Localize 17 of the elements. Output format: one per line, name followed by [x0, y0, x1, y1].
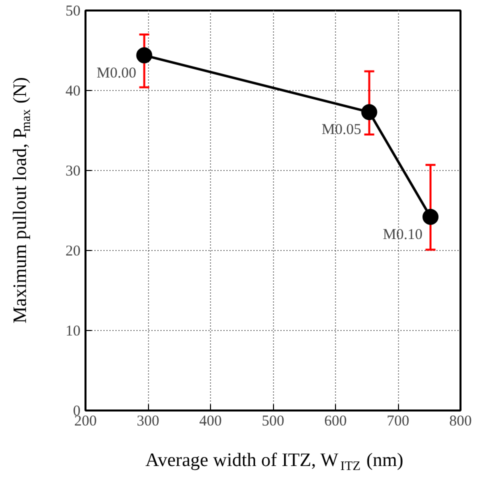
- x-tick-label: 800: [449, 414, 472, 430]
- y-tick-label: 20: [66, 244, 80, 260]
- point: [361, 104, 378, 120]
- x-tick-label: 600: [324, 414, 347, 430]
- y-tick-label: 40: [66, 84, 80, 100]
- x-tick-label: 700: [386, 414, 410, 430]
- annotation: M0.10: [382, 226, 423, 243]
- point: [136, 47, 152, 64]
- annotation: M0.00: [96, 65, 136, 82]
- y-tick-label: 10: [66, 324, 80, 340]
- y-tick-label: 30: [66, 164, 80, 180]
- x-tick-label: 400: [199, 414, 222, 430]
- x-tick-label: 500: [262, 414, 284, 430]
- x-tick-label: 300: [136, 414, 160, 430]
- point: [422, 208, 438, 225]
- annotation: M0.05: [322, 122, 362, 138]
- y-tick-label: 50: [66, 4, 80, 20]
